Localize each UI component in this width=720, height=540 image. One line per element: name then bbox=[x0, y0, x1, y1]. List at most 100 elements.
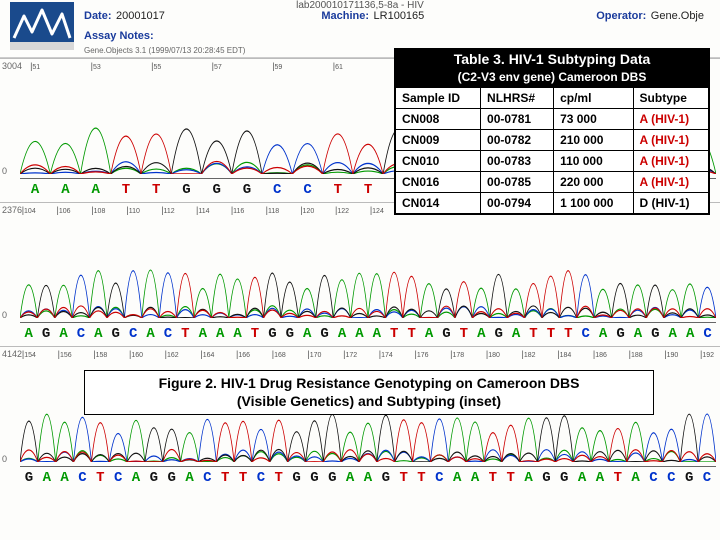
base-call: C bbox=[109, 467, 127, 488]
position-tick: |55 bbox=[141, 61, 171, 73]
chromatogram-plot bbox=[20, 217, 716, 318]
position-tick bbox=[430, 349, 448, 361]
base-call: T bbox=[234, 467, 252, 488]
position-tick: |188 bbox=[627, 349, 645, 361]
machine-value: LR100165 bbox=[374, 10, 425, 22]
base-call: C bbox=[645, 467, 663, 488]
table-cell-subtype: D (HIV-1) bbox=[633, 193, 708, 214]
table-header: Subtype bbox=[633, 88, 708, 109]
table-cell: CN016 bbox=[396, 172, 481, 193]
subtyping-table: Sample IDNLHRS#cp/mlSubtype CN00800-0781… bbox=[395, 87, 709, 214]
table-cell: 110 000 bbox=[554, 151, 633, 172]
position-tick: |166 bbox=[234, 349, 252, 361]
position-tick bbox=[680, 349, 698, 361]
base-call: A bbox=[448, 467, 466, 488]
base-call: T bbox=[609, 467, 627, 488]
base-call: A bbox=[591, 467, 609, 488]
base-call: G bbox=[37, 323, 54, 344]
version-line: Gene.Objects 3.1 (1999/07/13 20:28:45 ED… bbox=[84, 46, 245, 55]
base-call: G bbox=[377, 467, 395, 488]
position-tick bbox=[316, 205, 333, 217]
base-call: A bbox=[333, 323, 350, 344]
base-call: C bbox=[159, 323, 176, 344]
base-call: A bbox=[194, 323, 211, 344]
base-call: A bbox=[466, 467, 484, 488]
position-tick bbox=[359, 349, 377, 361]
base-call: G bbox=[680, 467, 698, 488]
position-tick bbox=[145, 349, 163, 361]
base-call: G bbox=[202, 179, 232, 200]
machine-label: Machine: bbox=[321, 10, 369, 22]
base-call: G bbox=[145, 467, 163, 488]
table-header: Sample ID bbox=[396, 88, 481, 109]
base-call: C bbox=[262, 179, 292, 200]
base-call: A bbox=[341, 467, 359, 488]
table-cell: 00-0783 bbox=[481, 151, 554, 172]
base-call: T bbox=[111, 179, 141, 200]
base-call: G bbox=[163, 467, 181, 488]
base-call: A bbox=[664, 323, 681, 344]
base-call: T bbox=[386, 323, 403, 344]
base-call: T bbox=[395, 467, 413, 488]
position-tick bbox=[645, 349, 663, 361]
table-cell: 00-0785 bbox=[481, 172, 554, 193]
position-tick bbox=[107, 205, 124, 217]
position-tick: |104 bbox=[20, 205, 37, 217]
base-call: G bbox=[555, 467, 573, 488]
yaxis-zero: 0 bbox=[2, 166, 7, 176]
base-call: T bbox=[502, 467, 520, 488]
yaxis-zero: 0 bbox=[2, 310, 7, 320]
base-call: A bbox=[359, 467, 377, 488]
position-tick: |122 bbox=[333, 205, 350, 217]
base-call: G bbox=[537, 467, 555, 488]
position-tick bbox=[537, 349, 555, 361]
base-call: A bbox=[229, 323, 246, 344]
position-tick: |164 bbox=[198, 349, 216, 361]
table-cell: 220 000 bbox=[554, 172, 633, 193]
base-call: C bbox=[252, 467, 270, 488]
position-tick bbox=[292, 61, 322, 73]
base-call: T bbox=[413, 467, 431, 488]
position-tick: |182 bbox=[520, 349, 538, 361]
position-tick: |120 bbox=[299, 205, 316, 217]
position-tick bbox=[142, 205, 159, 217]
position-tick bbox=[466, 349, 484, 361]
base-call: C bbox=[430, 467, 448, 488]
position-tick: |154 bbox=[20, 349, 38, 361]
base-call: A bbox=[473, 323, 490, 344]
position-tick bbox=[288, 349, 306, 361]
table-row: CN01400-07941 100 000D (HIV-1) bbox=[396, 193, 709, 214]
base-call: T bbox=[323, 179, 353, 200]
position-tick: |106 bbox=[55, 205, 72, 217]
base-call: A bbox=[38, 467, 56, 488]
position-tick: |186 bbox=[591, 349, 609, 361]
base-call: T bbox=[246, 323, 263, 344]
table-row: CN00900-0782210 000A (HIV-1) bbox=[396, 130, 709, 151]
base-call: T bbox=[484, 467, 502, 488]
table-row: CN01000-0783110 000A (HIV-1) bbox=[396, 151, 709, 172]
base-call: T bbox=[91, 467, 109, 488]
table-cell-subtype: A (HIV-1) bbox=[633, 109, 708, 130]
base-call: G bbox=[438, 323, 455, 344]
position-tick bbox=[281, 205, 298, 217]
table-cell-subtype: A (HIV-1) bbox=[633, 151, 708, 172]
table-cell: 73 000 bbox=[554, 109, 633, 130]
position-strip: |154|156|158|160|162|164|166|168|170|172… bbox=[20, 349, 716, 361]
table-cell: 00-0781 bbox=[481, 109, 554, 130]
position-tick bbox=[111, 61, 141, 73]
base-call: A bbox=[351, 323, 368, 344]
position-tick: |184 bbox=[555, 349, 573, 361]
position-tick: |162 bbox=[163, 349, 181, 361]
base-call: A bbox=[127, 467, 145, 488]
base-call: G bbox=[490, 323, 507, 344]
position-tick: |51 bbox=[20, 61, 50, 73]
table-cell: 210 000 bbox=[554, 130, 633, 151]
table-cell: 00-0794 bbox=[481, 193, 554, 214]
position-tick bbox=[72, 205, 89, 217]
position-tick bbox=[609, 349, 627, 361]
position-tick bbox=[181, 349, 199, 361]
base-call: A bbox=[368, 323, 385, 344]
position-tick bbox=[109, 349, 127, 361]
table-cell: CN010 bbox=[396, 151, 481, 172]
position-tick: |170 bbox=[306, 349, 324, 361]
